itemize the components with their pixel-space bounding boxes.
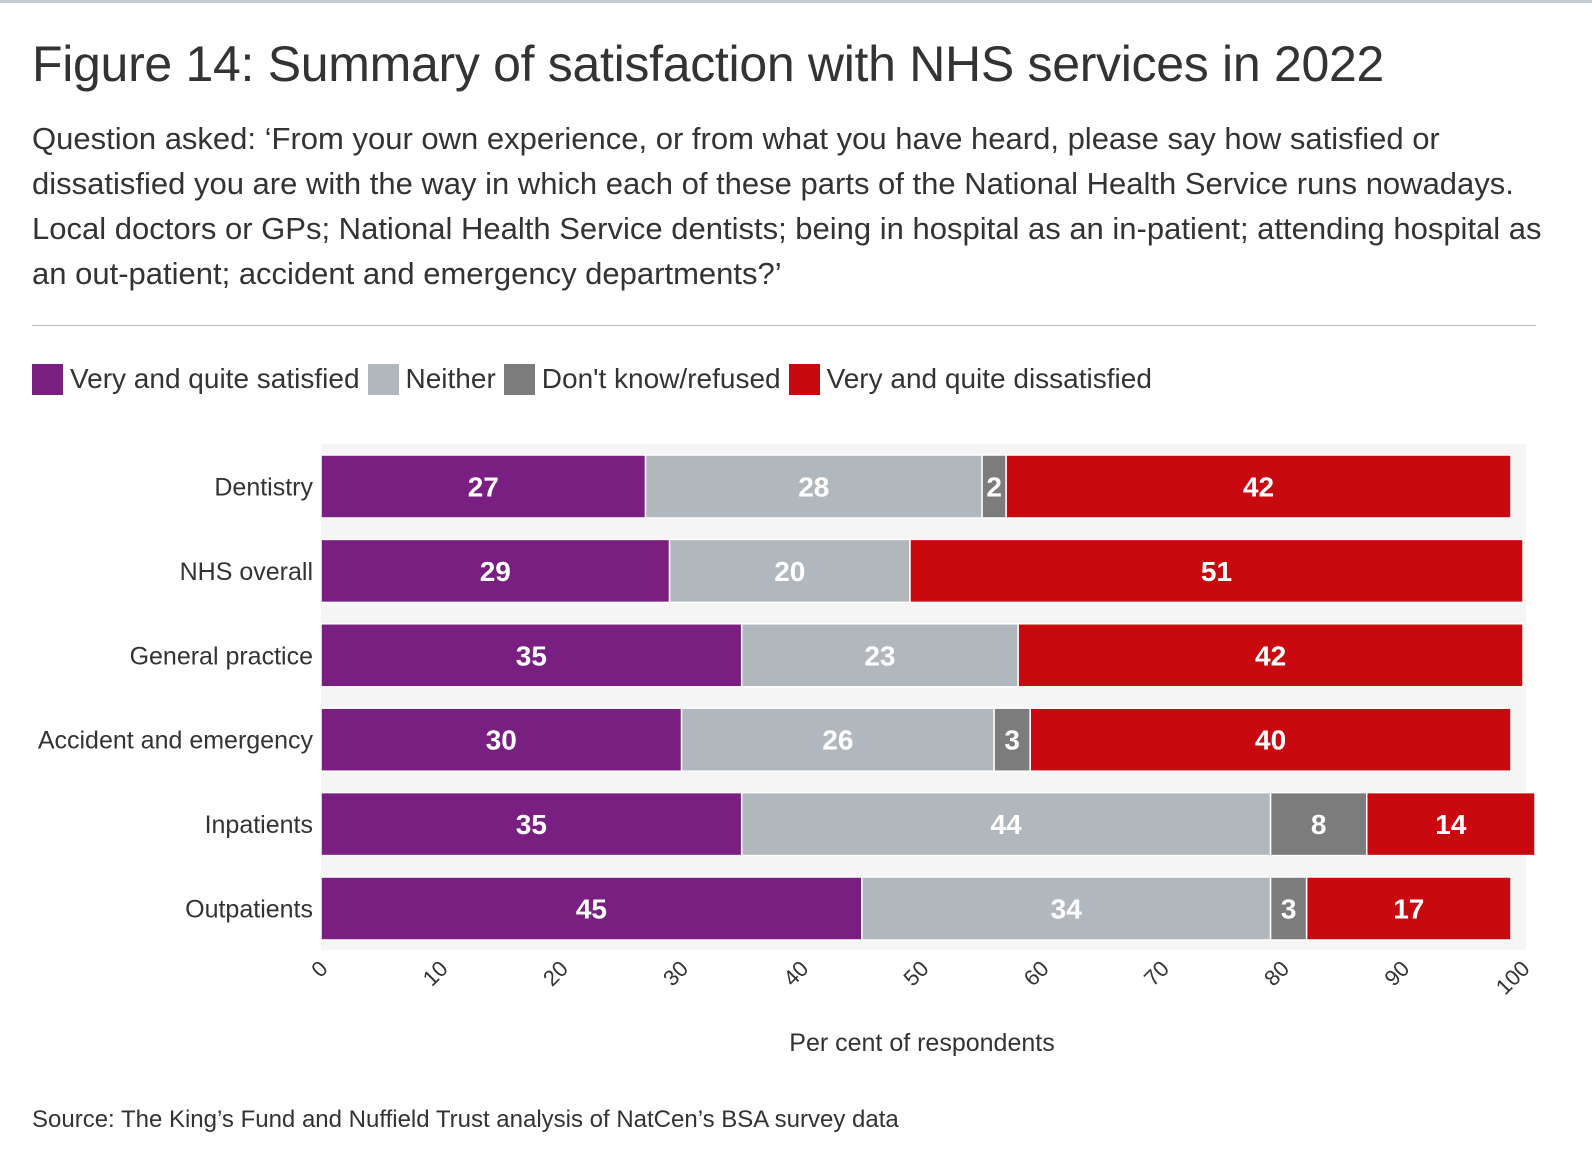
data-label-nhs-overall-neither: 20 xyxy=(774,556,805,587)
category-label-outpatients: Outpatients xyxy=(185,896,313,924)
bar-group: 27 28 2 42 29 20 51 35 23 42 30 26 3 40 35 44 8 14 45 34 3 17 xyxy=(320,454,1536,941)
bar-inpatients-neither xyxy=(740,791,1272,857)
x-tick-label-30: 30 xyxy=(658,956,693,991)
x-tick-label-100: 100 xyxy=(1491,956,1535,1000)
category-label-inpatients: Inpatients xyxy=(205,811,313,839)
category-label-dentistry: Dentistry xyxy=(214,474,313,502)
data-label-accident-and-emergency-don-t-know-refused: 3 xyxy=(1004,725,1020,756)
bar-inpatients-very-and-quite-satisfied xyxy=(320,791,743,857)
bar-inpatients-very-and-quite-dissatisfied xyxy=(1365,791,1536,857)
data-label-accident-and-emergency-very-and-quite-satisfied: 30 xyxy=(486,725,517,756)
source-note: Source: The King’s Fund and Nuffield Tru… xyxy=(32,1106,899,1133)
data-label-dentistry-don-t-know-refused: 2 xyxy=(986,472,1002,503)
plot-background xyxy=(321,444,1526,950)
category-label-nhs-overall: NHS overall xyxy=(180,558,313,586)
data-label-inpatients-neither: 44 xyxy=(991,809,1023,840)
data-label-inpatients-very-and-quite-satisfied: 35 xyxy=(516,809,547,840)
legend-item-dissatisfied: Very and quite dissatisfied xyxy=(788,363,1152,395)
x-tick-label-10: 10 xyxy=(418,956,453,991)
legend-item-neither: Neither xyxy=(367,363,496,395)
data-label-general-practice-very-and-quite-satisfied: 35 xyxy=(516,640,547,671)
x-tick-label-90: 90 xyxy=(1379,956,1414,991)
legend-item-satisfied: Very and quite satisfied xyxy=(32,363,360,395)
bar-accident-and-emergency-don-t-know-refused xyxy=(993,707,1031,772)
x-tick-label-40: 40 xyxy=(778,956,813,991)
bar-accident-and-emergency-neither xyxy=(680,707,995,772)
legend-swatch-dont-know xyxy=(503,363,535,395)
x-tick-label-50: 50 xyxy=(899,956,934,991)
bar-outpatients-very-and-quite-dissatisfied xyxy=(1305,876,1512,941)
data-label-inpatients-don-t-know-refused: 8 xyxy=(1311,809,1327,840)
x-axis-ticks: 0 10 20 30 40 50 60 70 80 90 100 xyxy=(306,956,1534,1000)
bar-outpatients-neither xyxy=(861,876,1272,941)
data-label-outpatients-don-t-know-refused: 3 xyxy=(1281,894,1297,925)
data-label-inpatients-very-and-quite-dissatisfied: 14 xyxy=(1435,809,1467,840)
data-label-nhs-overall-very-and-quite-dissatisfied: 51 xyxy=(1201,556,1232,587)
data-label-outpatients-neither: 34 xyxy=(1051,894,1083,925)
legend-label-neither: Neither xyxy=(405,363,496,394)
x-tick-label-20: 20 xyxy=(538,956,573,991)
chart-subtitle: Question asked: ‘From your own experienc… xyxy=(32,121,1542,291)
x-tick-label-0: 0 xyxy=(306,956,332,982)
stacked-bar-chart: 27 28 2 42 29 20 51 35 23 42 30 26 3 40 35 44 8 14 45 34 3 17… xyxy=(38,444,1536,1057)
data-label-accident-and-emergency-very-and-quite-dissatisfied: 40 xyxy=(1255,725,1286,756)
bar-dentistry-very-and-quite-dissatisfied xyxy=(1005,454,1512,519)
chart-legend: Very and quite satisfied Neither Don't k… xyxy=(32,362,1160,396)
bar-general-practice-neither xyxy=(740,623,1019,688)
legend-item-dont-know: Don't know/refused xyxy=(503,363,781,395)
data-label-dentistry-very-and-quite-satisfied: 27 xyxy=(468,472,499,503)
legend-swatch-satisfied xyxy=(32,363,63,395)
category-label-general-practice: General practice xyxy=(130,642,313,670)
chart-title: Figure 14: Summary of satisfaction with … xyxy=(32,36,1384,92)
category-label-accident-and-emergency: Accident and emergency xyxy=(38,727,314,755)
category-labels: Dentistry NHS overall General practice Acci… xyxy=(38,474,314,924)
x-tick-label-70: 70 xyxy=(1139,956,1174,991)
x-tick-label-60: 60 xyxy=(1019,956,1054,991)
bar-nhs-overall-very-and-quite-dissatisfied xyxy=(909,538,1524,604)
legend-label-dissatisfied: Very and quite dissatisfied xyxy=(826,363,1152,394)
data-label-nhs-overall-very-and-quite-satisfied: 29 xyxy=(480,556,511,587)
data-label-outpatients-very-and-quite-satisfied: 45 xyxy=(576,894,607,925)
bar-dentistry-very-and-quite-satisfied xyxy=(320,454,647,519)
data-label-outpatients-very-and-quite-dissatisfied: 17 xyxy=(1393,894,1424,925)
bar-accident-and-emergency-very-and-quite-dissatisfied xyxy=(1029,707,1512,772)
legend-label-satisfied: Very and quite satisfied xyxy=(70,363,360,394)
data-label-general-practice-very-and-quite-dissatisfied: 42 xyxy=(1255,640,1286,671)
bar-general-practice-very-and-quite-dissatisfied xyxy=(1017,623,1524,688)
data-label-accident-and-emergency-neither: 26 xyxy=(822,725,853,756)
data-label-dentistry-neither: 28 xyxy=(798,472,829,503)
header-divider xyxy=(32,325,1536,326)
bar-accident-and-emergency-very-and-quite-satisfied xyxy=(320,707,683,772)
x-tick-label-80: 80 xyxy=(1259,956,1294,991)
bar-nhs-overall-very-and-quite-satisfied xyxy=(320,538,671,604)
top-rule xyxy=(0,0,1592,3)
x-axis-label: Per cent of respondents xyxy=(789,1029,1054,1057)
bar-inpatients-don-t-know-refused xyxy=(1269,791,1368,857)
legend-swatch-neither xyxy=(367,363,399,395)
data-label-general-practice-neither: 23 xyxy=(864,640,895,671)
bar-general-practice-very-and-quite-satisfied xyxy=(320,623,743,688)
data-label-dentistry-very-and-quite-dissatisfied: 42 xyxy=(1243,472,1274,503)
legend-swatch-dissatisfied xyxy=(788,363,820,395)
bar-dentistry-neither xyxy=(644,454,983,519)
legend-label-dont-know: Don't know/refused xyxy=(541,363,781,394)
